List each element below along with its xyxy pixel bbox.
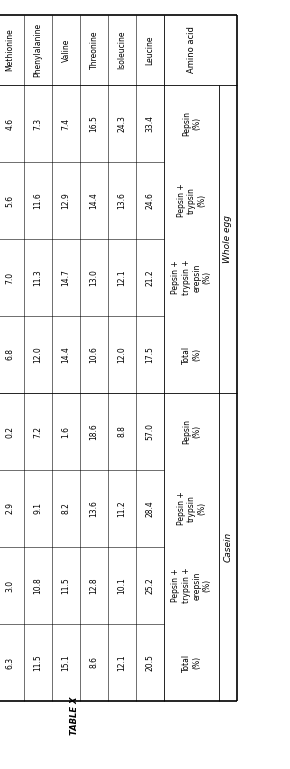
Text: 11.2: 11.2: [117, 500, 126, 517]
Text: 0.2: 0.2: [6, 425, 14, 438]
Text: 2.9: 2.9: [6, 502, 14, 514]
Text: Amino acid: Amino acid: [187, 27, 196, 73]
Text: 1.6: 1.6: [61, 425, 70, 438]
Text: 28.4: 28.4: [146, 500, 155, 517]
Text: 14.4: 14.4: [61, 346, 70, 363]
Text: 11.3: 11.3: [34, 269, 43, 286]
Text: 21.2: 21.2: [146, 269, 155, 286]
Text: 12.1: 12.1: [117, 269, 126, 286]
Text: 5.6: 5.6: [6, 195, 14, 207]
Text: Pepsin
(%): Pepsin (%): [182, 419, 201, 444]
Text: 11.6: 11.6: [34, 192, 43, 209]
Text: 57.0: 57.0: [146, 423, 155, 440]
Text: 24.6: 24.6: [146, 192, 155, 209]
Text: Isoleucine: Isoleucine: [117, 31, 126, 69]
Text: 12.0: 12.0: [34, 346, 43, 363]
Text: 11.5: 11.5: [61, 577, 70, 594]
Text: 11.5: 11.5: [34, 654, 43, 671]
Text: 14.7: 14.7: [61, 269, 70, 286]
Text: 3.0: 3.0: [6, 579, 14, 591]
Text: 10.1: 10.1: [117, 577, 126, 594]
Text: 24.3: 24.3: [117, 115, 126, 132]
Text: Pepsin +
trypsin +
erepsin
(%): Pepsin + trypsin + erepsin (%): [171, 260, 212, 295]
Text: 15.1: 15.1: [61, 654, 70, 671]
Text: 7.3: 7.3: [34, 118, 43, 129]
Text: 6.8: 6.8: [6, 348, 14, 361]
Text: Total
(%): Total (%): [182, 345, 201, 364]
Text: 8.2: 8.2: [61, 503, 70, 514]
Text: 17.5: 17.5: [146, 346, 155, 363]
Text: 4.6: 4.6: [6, 118, 14, 129]
Text: 12.9: 12.9: [61, 192, 70, 209]
Text: Valine: Valine: [61, 38, 70, 62]
Text: Whole egg: Whole egg: [224, 215, 233, 263]
Text: 25.2: 25.2: [146, 577, 155, 594]
Text: Leucine: Leucine: [146, 35, 155, 65]
Text: Total
(%): Total (%): [182, 654, 201, 671]
Text: 20.5: 20.5: [146, 654, 155, 671]
Text: 12.0: 12.0: [117, 346, 126, 363]
Text: Phenylalanine: Phenylalanine: [34, 23, 43, 77]
Text: Casein: Casein: [224, 532, 233, 562]
Text: 13.0: 13.0: [90, 269, 99, 286]
Text: 6.3: 6.3: [6, 657, 14, 668]
Text: 7.2: 7.2: [34, 425, 43, 438]
Text: 13.6: 13.6: [90, 500, 99, 517]
Text: 13.6: 13.6: [117, 192, 126, 209]
Text: Pepsin
(%): Pepsin (%): [182, 111, 201, 136]
Text: 8.6: 8.6: [90, 657, 99, 668]
Text: 12.8: 12.8: [90, 578, 99, 594]
Text: 10.8: 10.8: [34, 577, 43, 594]
Text: 16.5: 16.5: [90, 115, 99, 132]
Text: 7.0: 7.0: [6, 271, 14, 284]
Text: Pepsin +
trypsin
(%): Pepsin + trypsin (%): [177, 184, 206, 218]
Text: 18.6: 18.6: [90, 423, 99, 440]
Text: Pepsin +
trypsin +
erepsin
(%): Pepsin + trypsin + erepsin (%): [171, 568, 212, 604]
Text: 9.1: 9.1: [34, 502, 43, 514]
Text: 7.4: 7.4: [61, 118, 70, 129]
Text: 33.4: 33.4: [146, 115, 155, 132]
Text: Methionine: Methionine: [6, 28, 14, 72]
Text: TABLE X: TABLE X: [70, 697, 79, 735]
Text: Threonine: Threonine: [90, 31, 99, 69]
Text: 8.8: 8.8: [117, 425, 126, 438]
Text: Pepsin +
trypsin
(%): Pepsin + trypsin (%): [177, 491, 206, 525]
Text: 12.1: 12.1: [117, 654, 126, 671]
Text: 10.6: 10.6: [90, 346, 99, 363]
Text: 14.4: 14.4: [90, 192, 99, 209]
